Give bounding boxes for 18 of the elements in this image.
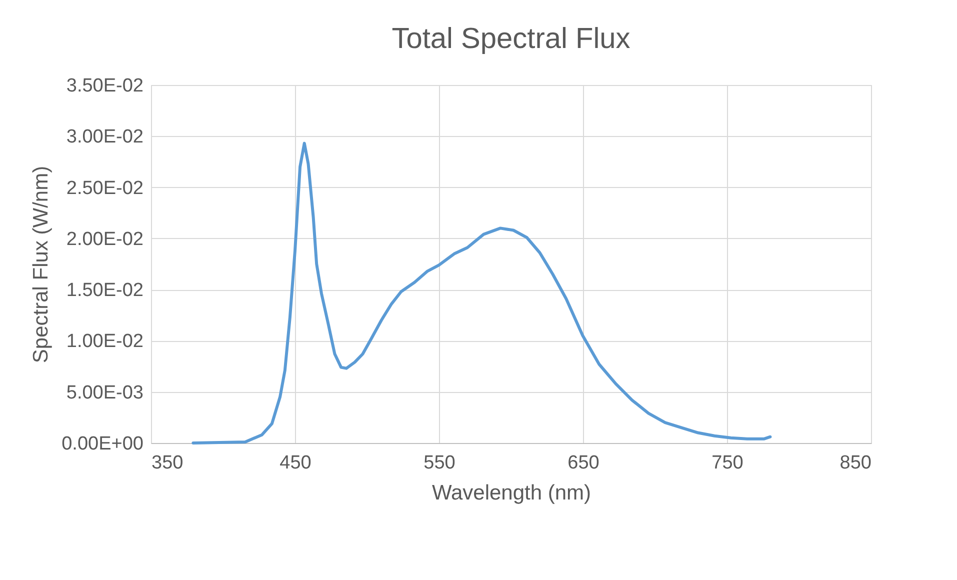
- y-tick-label: 1.50E-02: [66, 280, 144, 302]
- x-tick-label: 350: [152, 452, 184, 474]
- y-tick-label: 2.50E-02: [66, 178, 144, 199]
- y-tick-label: 0.00E+00: [62, 434, 144, 454]
- x-tick-label: 450: [280, 452, 312, 474]
- chart-title: Total Spectral Flux: [392, 23, 631, 55]
- y-tick-label: 1.00E-02: [66, 331, 144, 352]
- x-axis-title: Wavelength (nm): [432, 482, 592, 504]
- y-axis-title: Spectral Flux (W/nm): [30, 166, 53, 364]
- x-tick-label: 550: [424, 452, 456, 474]
- x-tick-label: 750: [712, 452, 744, 474]
- y-tick-label: 2.00E-02: [66, 228, 144, 250]
- line-series: [192, 142, 772, 444]
- y-tick-label: 3.00E-02: [66, 126, 144, 148]
- x-tick-label: 650: [568, 452, 600, 474]
- y-tick-label: 5.00E-03: [66, 382, 144, 404]
- y-tick-label: 3.50E-02: [66, 76, 144, 96]
- x-tick-label: 850: [840, 452, 872, 474]
